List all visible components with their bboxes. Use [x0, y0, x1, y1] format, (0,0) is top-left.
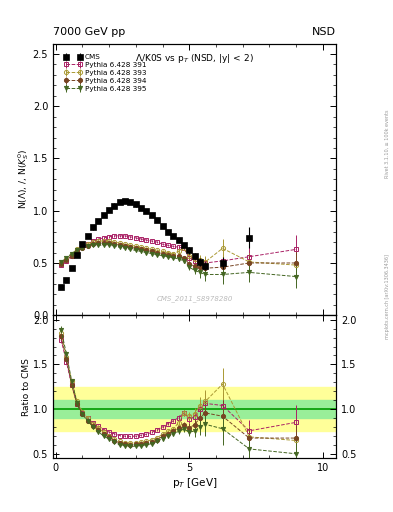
Y-axis label: N($\Lambda$), /, N($K^{0}_{S}$): N($\Lambda$), /, N($K^{0}_{S}$) — [17, 150, 31, 209]
Text: mcplots.cern.ch [arXiv:1306.3436]: mcplots.cern.ch [arXiv:1306.3436] — [385, 254, 390, 339]
Text: 7000 GeV pp: 7000 GeV pp — [53, 27, 125, 37]
Text: $\Lambda$/K0S vs p$_T$ (NSD, |y| < 2): $\Lambda$/K0S vs p$_T$ (NSD, |y| < 2) — [135, 52, 254, 65]
X-axis label: p$_T$ [GeV]: p$_T$ [GeV] — [172, 476, 217, 490]
Bar — [53, 387, 336, 432]
Text: NSD: NSD — [312, 27, 336, 37]
Text: CMS_2011_S8978280: CMS_2011_S8978280 — [156, 295, 233, 302]
Y-axis label: Ratio to CMS: Ratio to CMS — [22, 358, 31, 416]
Text: Rivet 3.1.10, ≥ 100k events: Rivet 3.1.10, ≥ 100k events — [385, 109, 390, 178]
Legend: CMS, Pythia 6.428 391, Pythia 6.428 393, Pythia 6.428 394, Pythia 6.428 395: CMS, Pythia 6.428 391, Pythia 6.428 393,… — [62, 53, 148, 93]
Bar — [53, 400, 336, 418]
